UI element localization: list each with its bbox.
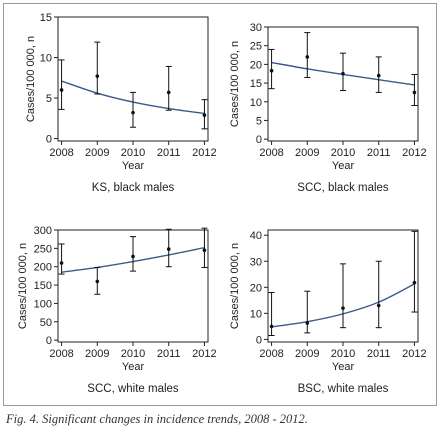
data-point: [59, 88, 64, 92]
y-tick-label: 10: [40, 53, 52, 65]
x-tick-label: 2010: [331, 348, 355, 360]
figure-frame: [3, 3, 437, 406]
chart-panel-1: 0 5 10 15 2008 2009 2010 2011 2012 Year Cases/100 …: [25, 12, 217, 194]
y-tick-label: 0: [46, 134, 52, 146]
y-tick-label: 5: [46, 93, 52, 105]
data-point: [305, 321, 310, 325]
x-tick-label: 2009: [295, 348, 319, 360]
figure-caption: Fig. 4. Significant changes in incidence…: [6, 412, 308, 426]
x-tick-label: 2011: [157, 147, 181, 159]
x-tick-label: 2010: [331, 147, 355, 159]
data-point: [95, 74, 100, 78]
y-axis-label: Cases/100 000, n: [229, 243, 241, 329]
data-point: [202, 113, 207, 117]
x-tick-label: 2012: [192, 348, 216, 360]
y-tick-label: 40: [250, 230, 262, 242]
y-tick-label: 50: [40, 317, 52, 329]
y-tick-label: 30: [250, 22, 262, 34]
data-point: [59, 261, 64, 265]
y-tick-label: 0: [46, 335, 52, 347]
x-tick-label: 2010: [121, 348, 145, 360]
chart-panel-2: 0 5 10 15 20 25 30 2008 2009 2010 2011 2012 Year Case…: [229, 22, 427, 194]
data-point: [95, 279, 100, 284]
y-tick-label: 15: [250, 78, 262, 90]
data-point: [269, 68, 274, 73]
chart-panel-4: 0 10 20 30 40 2008 2009 2010 2011 2012 Year Cases/1…: [229, 229, 427, 395]
y-tick-label: 250: [34, 243, 52, 255]
data-point: [305, 55, 310, 59]
y-axis-label: Cases/100 000, n: [229, 41, 241, 127]
chart-panel-3: 0 50 100 150 200 250 300 2008 2009 2010 2011 2012 Ye…: [17, 225, 217, 395]
y-tick-label: 30: [250, 256, 262, 268]
y-tick-label: 300: [34, 225, 52, 237]
y-tick-label: 100: [34, 298, 52, 310]
y-tick-label: 0: [256, 334, 262, 346]
y-tick-label: 10: [250, 308, 262, 320]
y-tick-label: 20: [250, 282, 262, 294]
x-tick-label: 2008: [259, 147, 283, 159]
data-point: [412, 280, 417, 285]
y-tick-label: 20: [250, 59, 262, 71]
x-tick-label: 2009: [295, 147, 319, 159]
data-point: [131, 254, 135, 259]
x-tick-label: 2008: [259, 348, 283, 360]
y-axis-label: Cases/100 000, n: [25, 36, 37, 122]
y-axis-label: Cases/100 000, n: [17, 243, 29, 329]
x-tick-label: 2011: [367, 147, 391, 159]
x-tick-label: 2012: [402, 147, 426, 159]
data-point: [341, 306, 345, 310]
y-tick-label: 5: [256, 115, 262, 127]
y-tick-label: 200: [34, 262, 52, 274]
data-point: [412, 90, 417, 95]
panel-title: KS, black males: [92, 182, 175, 194]
x-tick-label: 2008: [49, 348, 73, 360]
x-tick-label: 2011: [157, 348, 181, 360]
x-tick-label: 2009: [85, 147, 109, 159]
x-tick-label: 2012: [402, 348, 426, 360]
panel-title: SCC, black males: [297, 182, 389, 194]
y-tick-label: 0: [256, 134, 262, 146]
panel-title: SCC, white males: [87, 383, 179, 395]
x-axis-label: Year: [122, 160, 145, 172]
x-tick-label: 2008: [49, 147, 73, 159]
data-point: [341, 71, 345, 76]
data-point: [269, 324, 274, 329]
data-point: [166, 90, 171, 95]
y-tick-label: 15: [40, 12, 52, 24]
x-tick-label: 2011: [367, 348, 391, 360]
data-point: [376, 73, 381, 78]
y-tick-label: 150: [34, 280, 52, 292]
x-tick-label: 2010: [121, 147, 145, 159]
x-tick-label: 2012: [192, 147, 216, 159]
data-point: [131, 110, 135, 115]
x-axis-label: Year: [332, 160, 355, 172]
x-axis-label: Year: [122, 361, 145, 373]
data-point: [202, 248, 207, 252]
panel-title: BSC, white males: [298, 383, 389, 395]
y-tick-label: 25: [250, 41, 262, 53]
x-axis-label: Year: [332, 361, 355, 373]
data-point: [376, 303, 381, 308]
data-point: [166, 247, 171, 251]
y-tick-label: 10: [250, 97, 262, 109]
x-tick-label: 2009: [85, 348, 109, 360]
